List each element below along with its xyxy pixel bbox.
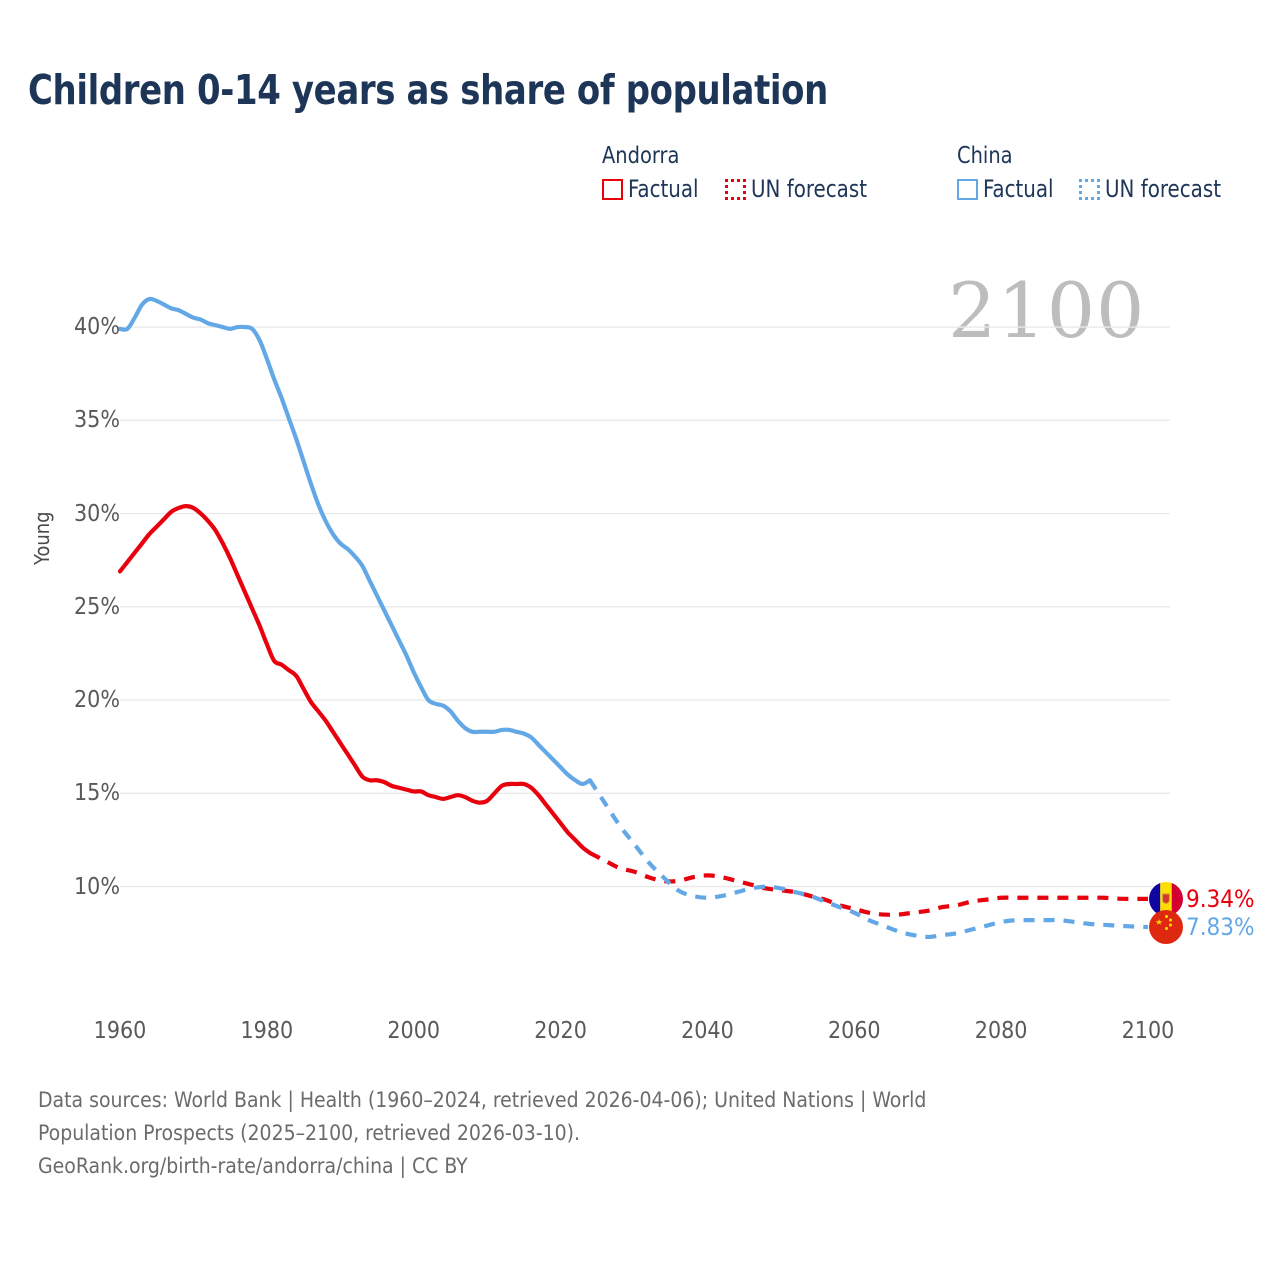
y-axis-tick-35: 35% (74, 407, 120, 434)
square-outline-icon (956, 178, 978, 200)
legend-group-china: China Factual UN forecast (956, 143, 1232, 203)
end-value-china: 7.83% (1185, 913, 1255, 942)
legend-label-andorra-factual: Factual (628, 175, 699, 203)
square-dotted-icon (724, 178, 746, 200)
end-value-andorra: 9.34% (1185, 884, 1255, 913)
legend-group-andorra: Andorra Factual UN forecast (602, 143, 877, 203)
legend-label-andorra-forecast: UN forecast (750, 175, 867, 203)
square-dotted-icon (1079, 178, 1101, 200)
footer-line-1: Data sources: World Bank | Health (1960–… (38, 1088, 927, 1112)
x-axis-tick-1980: 1980 (240, 1018, 294, 1044)
x-axis-tick-2080: 2080 (974, 1018, 1028, 1044)
chart-legend: Andorra Factual UN forecast China Factua… (602, 143, 1232, 203)
y-axis-tick-40: 40% (74, 314, 120, 341)
y-axis-tick-30: 30% (74, 500, 120, 527)
watermark-year: 2100 (948, 266, 1146, 355)
x-axis-tick-2020: 2020 (534, 1018, 587, 1044)
square-outline-icon (602, 178, 623, 200)
x-axis-tick-2060: 2060 (827, 1018, 881, 1044)
y-axis-tick-25: 25% (74, 593, 120, 620)
x-axis-tick-2040: 2040 (681, 1018, 734, 1044)
china-flag-icon (1148, 910, 1183, 945)
x-axis-tick-2100: 2100 (1121, 1018, 1175, 1044)
x-axis-tick-2000: 2000 (387, 1018, 441, 1044)
andorra-flag-icon (1148, 881, 1183, 916)
legend-item-andorra-forecast[interactable]: UN forecast (724, 175, 877, 203)
legend-item-china-factual[interactable]: Factual (956, 175, 1060, 203)
footer-line-3: GeoRank.org/birth-rate/andorra/china | C… (38, 1154, 468, 1178)
legend-country-china: China (956, 143, 1013, 169)
y-axis-tick-15: 15% (74, 780, 120, 807)
legend-country-andorra: Andorra (602, 143, 680, 169)
legend-item-andorra-factual[interactable]: Factual (602, 175, 705, 203)
y-axis-tick-10: 10% (74, 873, 120, 900)
x-axis-tick-1960: 1960 (93, 1018, 147, 1044)
legend-label-china-forecast: UN forecast (1105, 175, 1222, 203)
legend-item-china-forecast[interactable]: UN forecast (1079, 175, 1231, 203)
chart-footer: Data sources: World Bank | Health (1960–… (38, 1084, 1238, 1183)
y-axis-tick-20: 20% (74, 687, 120, 714)
footer-line-2: Population Prospects (2025–2100, retriev… (38, 1121, 581, 1145)
legend-label-china-factual: Factual (982, 175, 1054, 203)
legend-items-china: Factual UN forecast (956, 175, 1232, 203)
y-axis-ticks: 10% 15% 20% 25% 30% 35% 40% (48, 0, 120, 1280)
legend-items-andorra: Factual UN forecast (602, 175, 877, 203)
page-title: Children 0-14 years as share of populati… (28, 66, 828, 114)
